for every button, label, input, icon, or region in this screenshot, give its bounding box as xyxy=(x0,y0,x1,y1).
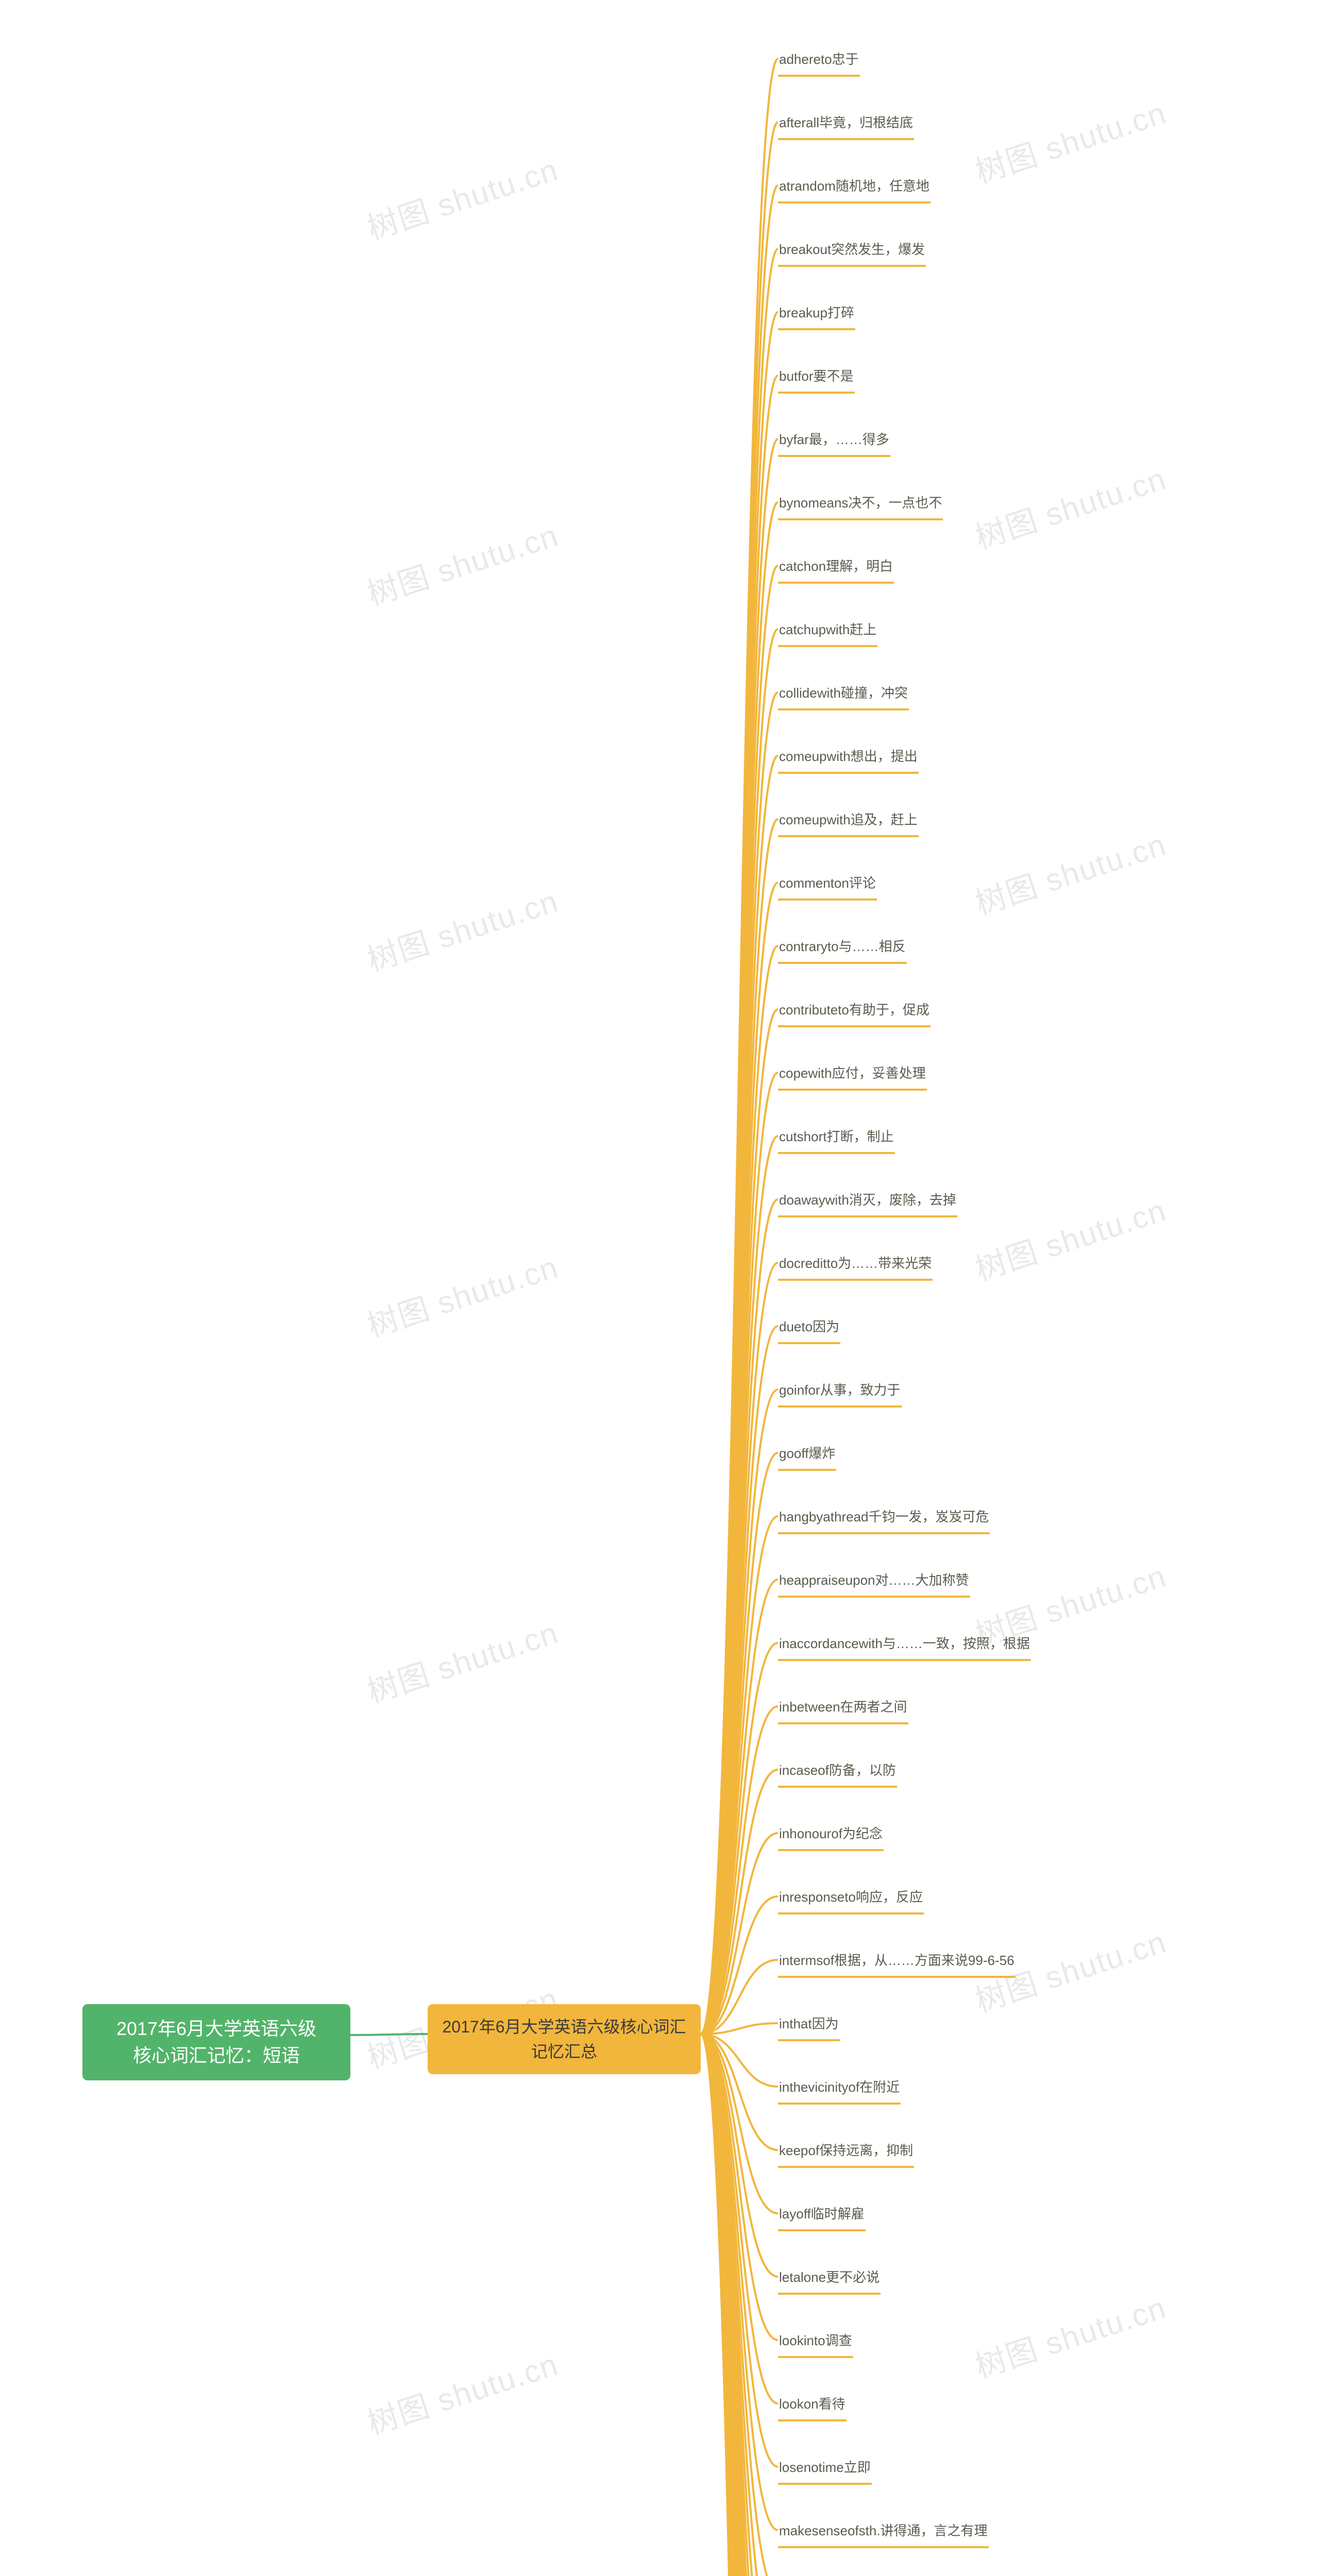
leaf-node[interactable]: losenotime立即 xyxy=(778,2454,872,2485)
watermark-text: 树图 shutu.cn xyxy=(969,820,1172,924)
leaf-node[interactable]: inthevicinityof在附近 xyxy=(778,2074,901,2105)
leaf-node[interactable]: inhonourof为纪念 xyxy=(778,1821,884,1851)
root-line1: 2017年6月大学英语六级 xyxy=(98,2015,335,2042)
leaf-node[interactable]: letalone更不必说 xyxy=(778,2264,881,2295)
mid-line2: 记忆汇总 xyxy=(442,2039,686,2064)
leaf-node[interactable]: incaseof防备，以防 xyxy=(778,1757,897,1788)
leaf-node[interactable]: butfor要不是 xyxy=(778,363,855,394)
leaf-node[interactable]: dueto因为 xyxy=(778,1314,840,1344)
leaf-node[interactable]: byfar最，……得多 xyxy=(778,427,890,457)
leaf-node[interactable]: doawaywith消灭，废除，去掉 xyxy=(778,1187,957,1217)
leaf-node[interactable]: gooff爆炸 xyxy=(778,1440,836,1471)
leaf-node[interactable]: afterall毕竟，归根结底 xyxy=(778,110,914,140)
leaf-node[interactable]: breakup打碎 xyxy=(778,300,855,330)
mid-line1: 2017年6月大学英语六级核心词汇 xyxy=(442,2014,686,2039)
leaf-node[interactable]: catchon理解，明白 xyxy=(778,553,894,584)
root-line2: 核心词汇记忆：短语 xyxy=(98,2042,335,2069)
watermark-text: 树图 shutu.cn xyxy=(361,1242,564,1346)
leaf-node[interactable]: inthat因为 xyxy=(778,2011,840,2041)
leaf-node[interactable]: contributeto有助于，促成 xyxy=(778,997,931,1027)
watermark-text: 树图 shutu.cn xyxy=(969,88,1172,192)
leaf-node[interactable]: heappraiseupon对……大加称赞 xyxy=(778,1567,970,1598)
leaf-node[interactable]: bynomeans决不，一点也不 xyxy=(778,490,943,520)
leaf-node[interactable]: atrandom随机地，任意地 xyxy=(778,173,931,204)
leaf-node[interactable]: makesenseofsth.讲得通，言之有理 xyxy=(778,2518,989,2548)
leaf-node[interactable]: comeupwith想出，提出 xyxy=(778,743,919,774)
leaf-node[interactable]: copewith应付，妥善处理 xyxy=(778,1060,927,1091)
leaf-node[interactable]: inresponseto响应，反应 xyxy=(778,1884,924,1914)
watermark-text: 树图 shutu.cn xyxy=(361,511,564,615)
root-node[interactable]: 2017年6月大学英语六级 核心词汇记忆：短语 xyxy=(82,2004,350,2080)
watermark-text: 树图 shutu.cn xyxy=(969,2283,1172,2387)
leaf-node[interactable]: adhereto忠于 xyxy=(778,46,860,77)
watermark-text: 树图 shutu.cn xyxy=(969,454,1172,558)
mid-node[interactable]: 2017年6月大学英语六级核心词汇 记忆汇总 xyxy=(428,2004,701,2074)
leaf-node[interactable]: intermsof根据，从……方面来说99-6-56 xyxy=(778,1947,1016,1978)
leaf-node[interactable]: docreditto为……带来光荣 xyxy=(778,1250,933,1281)
leaf-node[interactable]: commenton评论 xyxy=(778,870,877,901)
leaf-node[interactable]: lookon看待 xyxy=(778,2391,847,2421)
watermark-text: 树图 shutu.cn xyxy=(361,876,564,980)
leaf-node[interactable]: layoff临时解雇 xyxy=(778,2201,866,2231)
leaf-node[interactable]: contraryto与……相反 xyxy=(778,934,907,964)
leaf-node[interactable]: goinfor从事，致力于 xyxy=(778,1377,902,1408)
watermark-text: 树图 shutu.cn xyxy=(969,1185,1172,1290)
leaf-node[interactable]: hangbyathread千钧一发，岌岌可危 xyxy=(778,1504,990,1534)
leaf-node[interactable]: inbetween在两者之间 xyxy=(778,1694,908,1724)
leaf-node[interactable]: inaccordancewith与……一致，按照，根据 xyxy=(778,1631,1031,1661)
leaf-node[interactable]: keepof保持远离，抑制 xyxy=(778,2138,914,2168)
connector-layer xyxy=(0,0,1319,2576)
leaf-node[interactable]: catchupwith赶上 xyxy=(778,617,877,647)
watermark-text: 树图 shutu.cn xyxy=(361,1608,564,1712)
watermark-text: 树图 shutu.cn xyxy=(361,2340,564,2444)
leaf-node[interactable]: comeupwith追及，赶上 xyxy=(778,807,919,837)
mindmap-canvas: 树图 shutu.cn 树图 shutu.cn 树图 shutu.cn 树图 shut… xyxy=(0,0,1319,2576)
leaf-node[interactable]: breakout突然发生，爆发 xyxy=(778,236,926,267)
watermark-text: 树图 shutu.cn xyxy=(361,145,564,249)
leaf-node[interactable]: cutshort打断，制止 xyxy=(778,1124,895,1154)
leaf-node[interactable]: lookinto调查 xyxy=(778,2328,853,2358)
leaf-node[interactable]: collidewith碰撞，冲突 xyxy=(778,680,909,710)
